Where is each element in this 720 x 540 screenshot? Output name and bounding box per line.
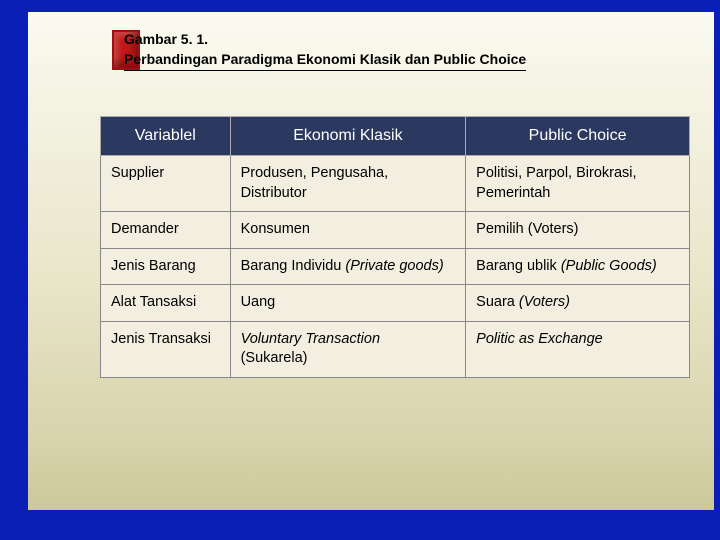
cell-text: (Sukarela) [241,350,308,366]
cell-variable: Jenis Transaksi [101,321,231,377]
table-row: Jenis Transaksi Voluntary Transaction (Su… [101,321,690,377]
cell-public-choice: Suara (Voters) [466,285,690,322]
cell-variable: Alat Tansaksi [101,285,231,322]
cell-public-choice: Politic as Exchange [466,321,690,377]
cell-public-choice: Politisi, Parpol, Birokrasi, Pemerintah [466,156,690,212]
table-row: Jenis Barang Barang Individu (Private go… [101,248,690,285]
cell-text-italic: (Voters) [519,294,570,310]
cell-klasik: Produsen, Pengusaha, Distributor [230,156,466,212]
cell-text: Barang Individu [241,258,346,274]
cell-text-italic: Politic as Exchange [476,331,603,347]
col-header-public-choice: Public Choice [466,117,690,156]
cell-text: Suara [476,294,519,310]
table-row: Demander Konsumen Pemilih (Voters) [101,212,690,249]
cell-text-italic: Voluntary Transaction [241,331,380,347]
table-header-row: Variablel Ekonomi Klasik Public Choice [101,117,690,156]
figure-title: Perbandingan Paradigma Ekonomi Klasik da… [124,50,526,72]
cell-public-choice: Pemilih (Voters) [466,212,690,249]
cell-public-choice: Barang ublik (Public Goods) [466,248,690,285]
cell-klasik: Voluntary Transaction (Sukarela) [230,321,466,377]
decorative-corner [644,510,714,534]
comparison-table: Variablel Ekonomi Klasik Public Choice S… [100,116,690,378]
col-header-variable: Variablel [101,117,231,156]
col-header-klasik: Ekonomi Klasik [230,117,466,156]
cell-variable: Supplier [101,156,231,212]
cell-text-italic: (Private goods) [345,258,443,274]
cell-klasik: Uang [230,285,466,322]
comparison-table-wrap: Variablel Ekonomi Klasik Public Choice S… [100,116,690,378]
title-block: Gambar 5. 1. Perbandingan Paradigma Ekon… [124,30,526,71]
table-row: Supplier Produsen, Pengusaha, Distributo… [101,156,690,212]
table-row: Alat Tansaksi Uang Suara (Voters) [101,285,690,322]
cell-variable: Jenis Barang [101,248,231,285]
cell-klasik: Barang Individu (Private goods) [230,248,466,285]
cell-text: Barang ublik [476,258,561,274]
figure-number: Gambar 5. 1. [124,30,526,50]
cell-text-italic: (Public Goods) [561,258,657,274]
cell-klasik: Konsumen [230,212,466,249]
cell-variable: Demander [101,212,231,249]
slide-panel: Gambar 5. 1. Perbandingan Paradigma Ekon… [28,12,714,510]
